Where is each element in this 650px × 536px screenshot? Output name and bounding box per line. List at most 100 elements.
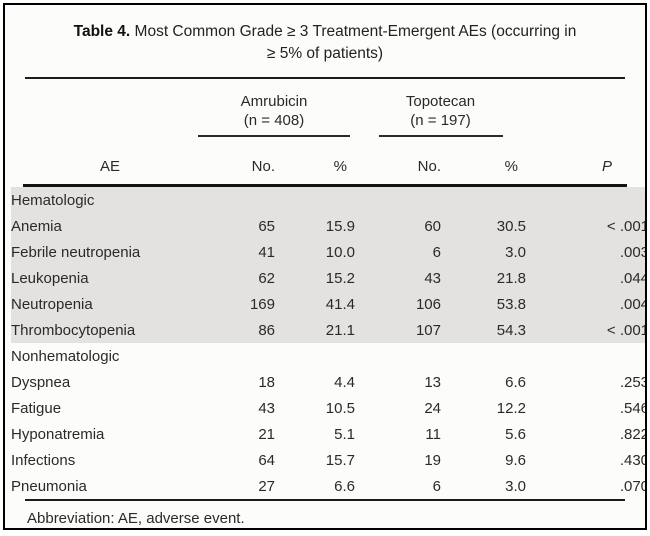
ae-name-cell: Thrombocytopenia — [11, 321, 136, 339]
amrubicin-pct-cell: 6.6 — [334, 477, 355, 495]
amrubicin-pct-cell: 5.1 — [334, 425, 355, 443]
topotecan-no-cell: 60 — [424, 217, 441, 235]
ae-column-header: AE — [99, 158, 120, 175]
p-value-cell: < .001 — [606, 321, 647, 339]
amrubicin-no-cell: 65 — [258, 217, 275, 235]
table-card: Table 4. Most Common Grade ≥ 3 Treatment… — [3, 3, 647, 530]
topotecan-pct-cell: 21.8 — [496, 269, 526, 287]
section-label: Nonhematologic — [11, 347, 120, 365]
column-header-row: AE No. % No. % P — [11, 137, 645, 184]
table-row: Thrombocytopenia 86 21.1 107 54.3 < .001 — [11, 317, 647, 343]
table-row: Leukopenia 62 15.2 43 21.8 .044 — [11, 265, 647, 291]
section-row: Nonhematologic — [11, 343, 645, 369]
topotecan-no-cell: 107 — [415, 321, 441, 339]
table-body: Hematologic Anemia 65 15.9 60 30.5 < .001 Febri… — [11, 187, 647, 499]
amrubicin-no-cell: 86 — [258, 321, 275, 339]
table-title-line1: Table 4. Most Common Grade ≥ 3 Treatment… — [5, 21, 645, 43]
column-group-row: Amrubicin (n = 408) Topotecan (n = 197) — [11, 79, 645, 137]
p-value-cell: .044 — [619, 269, 647, 287]
footnote: Abbreviation: AE, adverse event. — [27, 510, 245, 527]
ae-table-body: Hematologic Anemia 65 15.9 60 30.5 < .001 Febri… — [11, 187, 647, 499]
table-row: Fatigue 43 10.5 24 12.2 .546 — [11, 395, 647, 421]
table-title-text: Most Common Grade ≥ 3 Treatment-Emergent… — [134, 23, 577, 40]
ae-name-cell: Leukopenia — [11, 269, 89, 287]
topotecan-label: Topotecan — [405, 93, 476, 110]
topotecan-no-cell: 11 — [425, 425, 441, 443]
topotecan-pct-cell: 6.6 — [505, 373, 526, 391]
topotecan-no-cell: 106 — [415, 295, 441, 313]
ae-name-cell: Hyponatremia — [11, 425, 105, 443]
amrubicin-pct-cell: 41.4 — [325, 295, 355, 313]
table-row: Anemia 65 15.9 60 30.5 < .001 — [11, 213, 647, 239]
p-column-header: P — [601, 158, 612, 175]
ae-name-cell: Dyspnea — [11, 373, 71, 391]
p-value-cell: .430 — [619, 451, 647, 469]
topotecan-pct-cell: 3.0 — [505, 243, 526, 261]
amrubicin-label: Amrubicin — [240, 93, 308, 110]
amrubicin-no-header: No. — [251, 158, 275, 175]
amrubicin-pct-header: % — [333, 158, 347, 175]
amrubicin-no-cell: 18 — [258, 373, 275, 391]
amrubicin-no-cell: 62 — [258, 269, 275, 287]
amrubicin-n: (n = 408) — [243, 112, 305, 129]
topotecan-no-cell: 19 — [424, 451, 441, 469]
table-row: Dyspnea 18 4.4 13 6.6 .253 — [11, 369, 647, 395]
topotecan-pct-cell: 5.6 — [505, 425, 526, 443]
topotecan-no-cell: 6 — [432, 243, 441, 261]
amrubicin-group-header: Amrubicin (n = 408) — [198, 92, 350, 137]
topotecan-group-cell: Topotecan (n = 197) — [355, 79, 526, 137]
p-value-cell: .822 — [619, 425, 647, 443]
topotecan-pct-cell: 30.5 — [496, 217, 526, 235]
ae-table-header: Amrubicin (n = 408) Topotecan (n = 197) … — [11, 79, 645, 184]
topotecan-group-header: Topotecan (n = 197) — [378, 92, 503, 137]
amrubicin-no-cell: 43 — [258, 399, 275, 417]
p-value-cell: .004 — [619, 295, 647, 313]
topotecan-pct-cell: 9.6 — [505, 451, 526, 469]
topotecan-no-cell: 6 — [432, 477, 441, 495]
ae-name-cell: Neutropenia — [11, 295, 93, 313]
amrubicin-no-cell: 169 — [249, 295, 275, 313]
table-row: Pneumonia 27 6.6 6 3.0 .070 — [11, 473, 647, 499]
title-rule — [25, 77, 625, 79]
topotecan-no-header: No. — [417, 158, 441, 175]
p-value-cell: .253 — [619, 373, 647, 391]
amrubicin-pct-cell: 21.1 — [325, 321, 355, 339]
topotecan-no-cell: 13 — [424, 373, 441, 391]
amrubicin-no-cell: 21 — [258, 425, 275, 443]
table-row: Neutropenia 169 41.4 106 53.8 .004 — [11, 291, 647, 317]
section-row: Hematologic — [11, 187, 645, 213]
ae-name-cell: Pneumonia — [11, 477, 87, 495]
amrubicin-pct-cell: 10.0 — [325, 243, 355, 261]
topotecan-pct-cell: 54.3 — [496, 321, 526, 339]
ae-name-cell: Anemia — [11, 217, 62, 235]
amrubicin-pct-cell: 15.9 — [325, 217, 355, 235]
p-value-cell: .003 — [619, 243, 647, 261]
amrubicin-pct-cell: 10.5 — [325, 399, 355, 417]
topotecan-no-cell: 43 — [424, 269, 441, 287]
table-title: Table 4. Most Common Grade ≥ 3 Treatment… — [5, 21, 645, 65]
topotecan-pct-cell: 53.8 — [496, 295, 526, 313]
section-label: Hematologic — [11, 191, 95, 209]
topotecan-n: (n = 197) — [410, 112, 471, 129]
amrubicin-group-cell: Amrubicin (n = 408) — [193, 79, 355, 137]
topotecan-pct-cell: 3.0 — [505, 477, 526, 495]
ae-name-cell: Fatigue — [11, 399, 62, 417]
topotecan-pct-header: % — [504, 158, 518, 175]
table-row: Hyponatremia 21 5.1 11 5.6 .822 — [11, 421, 647, 447]
p-value-cell: < .001 — [606, 217, 647, 235]
p-value-cell: .070 — [619, 477, 647, 495]
amrubicin-no-cell: 64 — [258, 451, 275, 469]
amrubicin-no-cell: 27 — [258, 477, 275, 495]
amrubicin-pct-cell: 15.7 — [325, 451, 355, 469]
footnote-rule — [25, 499, 625, 501]
ae-name-cell: Febrile neutropenia — [11, 243, 141, 261]
p-value-cell: .546 — [619, 399, 647, 417]
amrubicin-no-cell: 41 — [258, 243, 275, 261]
table-row: Febrile neutropenia 41 10.0 6 3.0 .003 — [11, 239, 647, 265]
table-row: Infections 64 15.7 19 9.6 .430 — [11, 447, 647, 473]
amrubicin-pct-cell: 4.4 — [334, 373, 355, 391]
spanner-spacer-left — [11, 79, 193, 137]
amrubicin-pct-cell: 15.2 — [325, 269, 355, 287]
table-number-label: Table 4. — [73, 23, 131, 40]
topotecan-no-cell: 24 — [424, 399, 441, 417]
